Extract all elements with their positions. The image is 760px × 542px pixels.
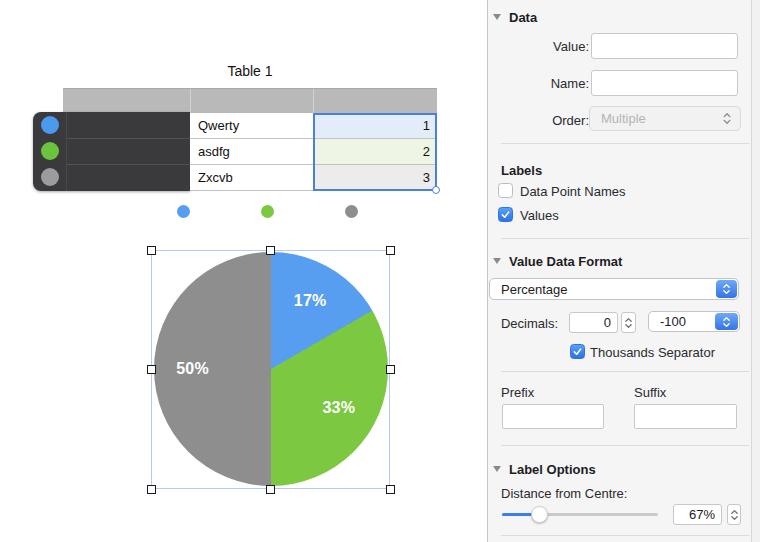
selection-handle[interactable]: [386, 485, 395, 494]
series-color-swatch[interactable]: [41, 142, 59, 160]
stepper-chevrons-icon: [715, 313, 738, 330]
data-point-names-label: Data Point Names: [520, 184, 626, 199]
divider: [501, 238, 749, 239]
name-label: Name:: [488, 76, 589, 91]
decimals-stepper[interactable]: [621, 312, 636, 333]
range-resize-handle[interactable]: [432, 186, 440, 194]
negative-format-select[interactable]: -100: [648, 311, 740, 332]
stepper-chevrons-icon: [624, 316, 633, 330]
divider: [501, 535, 749, 536]
prefix-label: Prefix: [501, 385, 534, 400]
scrollbar-track[interactable]: [752, 0, 760, 542]
pie-slice-label: 17%: [294, 292, 327, 310]
disclosure-triangle-icon[interactable]: [493, 466, 501, 472]
check-icon: [572, 346, 583, 357]
format-inspector-panel: Data Value: Name: Order: Multiple Labels…: [487, 0, 760, 542]
decimals-label: Decimals:: [488, 316, 558, 331]
legend-dot[interactable]: [345, 205, 358, 218]
legend-dot[interactable]: [261, 205, 274, 218]
selection-handle[interactable]: [386, 365, 395, 374]
table-cell-value[interactable]: 1: [313, 113, 437, 139]
stepper-chevrons-icon: [722, 107, 732, 130]
thousands-separator-checkbox[interactable]: [570, 344, 585, 359]
distance-slider[interactable]: [502, 513, 658, 516]
section-title-value-data-format[interactable]: Value Data Format: [509, 254, 622, 269]
table-header-row[interactable]: [63, 88, 437, 113]
distance-input[interactable]: [673, 504, 722, 525]
column-separator: [190, 89, 191, 113]
section-title-labels: Labels: [501, 163, 542, 178]
table-cell-name[interactable]: asdfg: [190, 139, 313, 165]
check-icon: [500, 209, 511, 220]
thousands-separator-label: Thousands Separator: [590, 345, 715, 360]
table-title: Table 1: [63, 63, 437, 79]
suffix-label: Suffix: [634, 385, 666, 400]
pie-slice-label: 33%: [322, 399, 355, 417]
pie-chart[interactable]: 17% 33% 50%: [154, 252, 388, 486]
distance-from-centre-label: Distance from Centre:: [501, 486, 627, 501]
column-separator: [313, 89, 314, 113]
section-title-label-options[interactable]: Label Options: [509, 462, 596, 477]
selection-handle[interactable]: [266, 246, 275, 255]
data-format-select[interactable]: Percentage: [489, 278, 739, 300]
distance-slider-thumb[interactable]: [531, 506, 548, 523]
data-point-names-checkbox[interactable]: [498, 183, 513, 198]
series-editor-overlay: [33, 112, 190, 191]
divider: [501, 143, 749, 144]
disclosure-triangle-icon[interactable]: [493, 14, 501, 20]
table-cell-name[interactable]: Zxcvb: [190, 165, 313, 191]
values-checkbox[interactable]: [498, 207, 513, 222]
divider: [501, 371, 749, 372]
selection-handle[interactable]: [266, 485, 275, 494]
stepper-chevrons-icon: [716, 280, 737, 298]
table-cell-value[interactable]: 3: [313, 165, 437, 191]
selection-handle[interactable]: [147, 246, 156, 255]
selection-handle[interactable]: [386, 246, 395, 255]
value-label: Value:: [488, 39, 589, 54]
prefix-input[interactable]: [502, 404, 604, 429]
table-cell-name[interactable]: Qwerty: [190, 113, 313, 139]
order-label: Order:: [488, 113, 589, 128]
selection-handle[interactable]: [147, 365, 156, 374]
series-color-swatch[interactable]: [41, 116, 59, 134]
table-cell-value[interactable]: 2: [313, 139, 437, 165]
distance-stepper[interactable]: [727, 504, 741, 525]
suffix-input[interactable]: [634, 404, 737, 429]
series-color-swatch[interactable]: [41, 168, 59, 186]
selection-handle[interactable]: [147, 485, 156, 494]
document-canvas: Table 1 Qwerty asdfg Zxcvb 1 2 3 17% 33%…: [0, 0, 487, 542]
order-select[interactable]: Multiple: [589, 106, 741, 131]
divider: [501, 445, 749, 446]
value-input[interactable]: [591, 33, 738, 59]
stepper-chevrons-icon: [730, 508, 739, 522]
values-label: Values: [520, 208, 559, 223]
disclosure-triangle-icon[interactable]: [493, 258, 501, 264]
decimals-input[interactable]: [569, 312, 618, 333]
section-title-data[interactable]: Data: [509, 10, 537, 25]
pie-slice-label: 50%: [176, 360, 209, 378]
legend-dot[interactable]: [177, 205, 190, 218]
name-input[interactable]: [591, 70, 738, 96]
